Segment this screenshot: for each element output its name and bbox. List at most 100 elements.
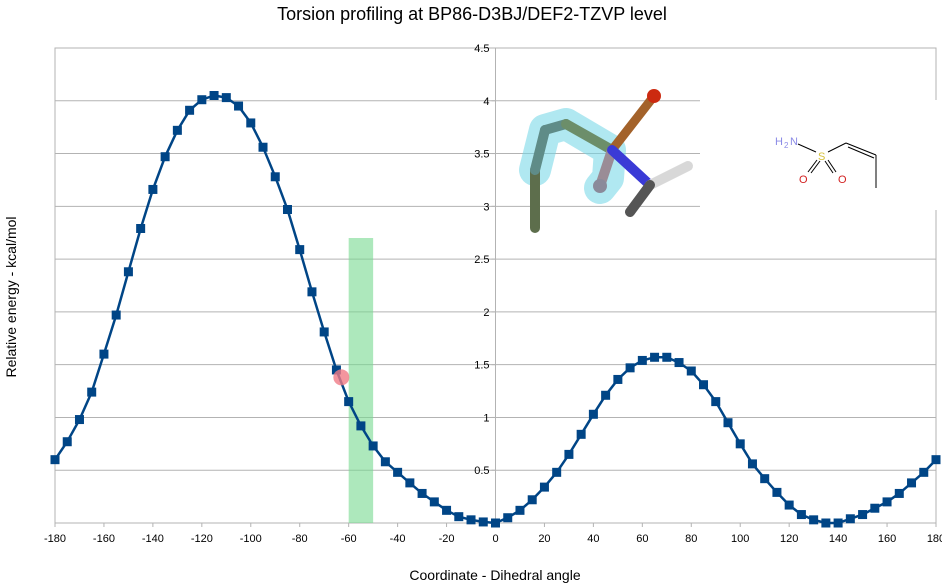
- data-point: [258, 142, 268, 152]
- data-point: [784, 500, 794, 510]
- data-point: [307, 287, 317, 297]
- data-point: [625, 363, 635, 373]
- data-point: [503, 513, 513, 523]
- data-point: [331, 365, 341, 375]
- y-tick-labels: 0.5 1 1.5 2 2.5 3 3.5 4 4.5: [474, 43, 489, 477]
- atom-label-o-right: O: [838, 174, 847, 186]
- y-tick-label: 3.5: [474, 149, 489, 161]
- y-tick-label: 4.5: [474, 43, 489, 55]
- y-tick-label: 4: [483, 96, 489, 108]
- data-point: [662, 352, 672, 362]
- atom-label-s: S: [818, 151, 825, 163]
- data-point: [772, 487, 782, 497]
- data-point: [576, 429, 586, 439]
- x-tick-label: -160: [93, 533, 115, 545]
- atom-label-sub2: 2: [784, 141, 789, 150]
- data-point: [539, 482, 549, 492]
- data-point: [356, 421, 366, 431]
- data-point: [796, 510, 806, 520]
- current-point-marker: [333, 369, 350, 386]
- data-point: [160, 152, 170, 162]
- data-point: [295, 245, 305, 255]
- y-tick-label: 1.5: [474, 360, 489, 372]
- data-point: [417, 488, 427, 498]
- data-point: [870, 503, 880, 513]
- x-axis-title: Coordinate - Dihedral angle: [409, 567, 580, 583]
- data-point: [172, 125, 182, 135]
- data-point: [148, 184, 158, 194]
- data-point: [882, 497, 892, 507]
- data-point: [858, 510, 868, 520]
- data-point: [552, 467, 562, 477]
- data-point: [454, 512, 464, 522]
- x-tick-label: 140: [829, 533, 847, 545]
- x-tick-label: 160: [878, 533, 896, 545]
- y-tick-label: 2: [483, 307, 489, 319]
- data-point: [845, 514, 855, 524]
- data-point: [711, 397, 721, 407]
- data-point: [564, 449, 574, 459]
- x-tick-label: 80: [685, 533, 697, 545]
- marker-layer: [50, 91, 941, 528]
- data-point: [821, 518, 831, 528]
- data-point: [747, 459, 757, 469]
- x-tick-label: 20: [538, 533, 550, 545]
- data-point: [491, 518, 500, 528]
- data-point: [99, 349, 109, 359]
- atom-label-n: N: [790, 136, 798, 148]
- data-point: [50, 455, 60, 465]
- data-point: [136, 224, 146, 233]
- molecule-2d-structure: H 2 N S O O: [700, 100, 940, 210]
- x-tick-label: 120: [780, 533, 798, 545]
- x-tick-label: 100: [731, 533, 749, 545]
- x-tick-label: -120: [191, 533, 213, 545]
- y-tick-label: 0.5: [474, 465, 489, 477]
- data-point: [613, 374, 623, 384]
- data-point: [527, 495, 537, 505]
- data-point: [637, 355, 647, 365]
- data-point: [931, 455, 941, 465]
- data-point: [515, 505, 525, 515]
- data-point: [270, 172, 280, 182]
- data-point: [907, 478, 917, 488]
- y-tick-label: 2.5: [474, 254, 489, 266]
- data-point: [723, 418, 733, 428]
- data-point: [429, 497, 439, 507]
- data-point: [588, 409, 598, 419]
- data-point: [62, 437, 72, 447]
- data-point: [221, 93, 231, 103]
- data-point: [894, 488, 904, 498]
- data-point: [368, 441, 378, 451]
- x-tick-labels: -180 -160 -140 -120 -100 -80 -60 -40 -20 0 20 40 60 8…: [44, 533, 942, 545]
- data-point: [919, 467, 929, 477]
- data-point: [760, 474, 770, 484]
- data-point: [380, 457, 390, 467]
- data-point: [185, 105, 195, 115]
- data-point: [74, 415, 84, 425]
- x-tick-label: -180: [44, 533, 66, 545]
- data-point: [650, 352, 660, 362]
- x-tick-label: 180: [927, 533, 942, 545]
- data-point: [393, 467, 403, 477]
- x-tick-label: -140: [142, 533, 164, 545]
- x-tick-label: -100: [240, 533, 262, 545]
- data-point: [466, 515, 476, 525]
- data-point: [833, 518, 843, 528]
- data-point: [405, 478, 415, 488]
- data-point: [735, 439, 745, 449]
- x-tick-label: -40: [390, 533, 406, 545]
- data-point: [319, 327, 329, 337]
- highlight-band: [348, 238, 374, 523]
- x-tick-label: -60: [341, 533, 357, 545]
- y-axis-title: Relative energy - kcal/mol: [3, 216, 19, 377]
- x-tick-label: 0: [492, 533, 498, 545]
- highlight-band-layer: [348, 238, 374, 523]
- x-tick-label: -20: [439, 533, 455, 545]
- x-tick-label: -80: [292, 533, 308, 545]
- x-tick-label: 40: [587, 533, 599, 545]
- y-tick-label: 3: [483, 201, 489, 213]
- data-point: [344, 397, 354, 407]
- data-point: [282, 205, 292, 214]
- data-point: [809, 515, 819, 525]
